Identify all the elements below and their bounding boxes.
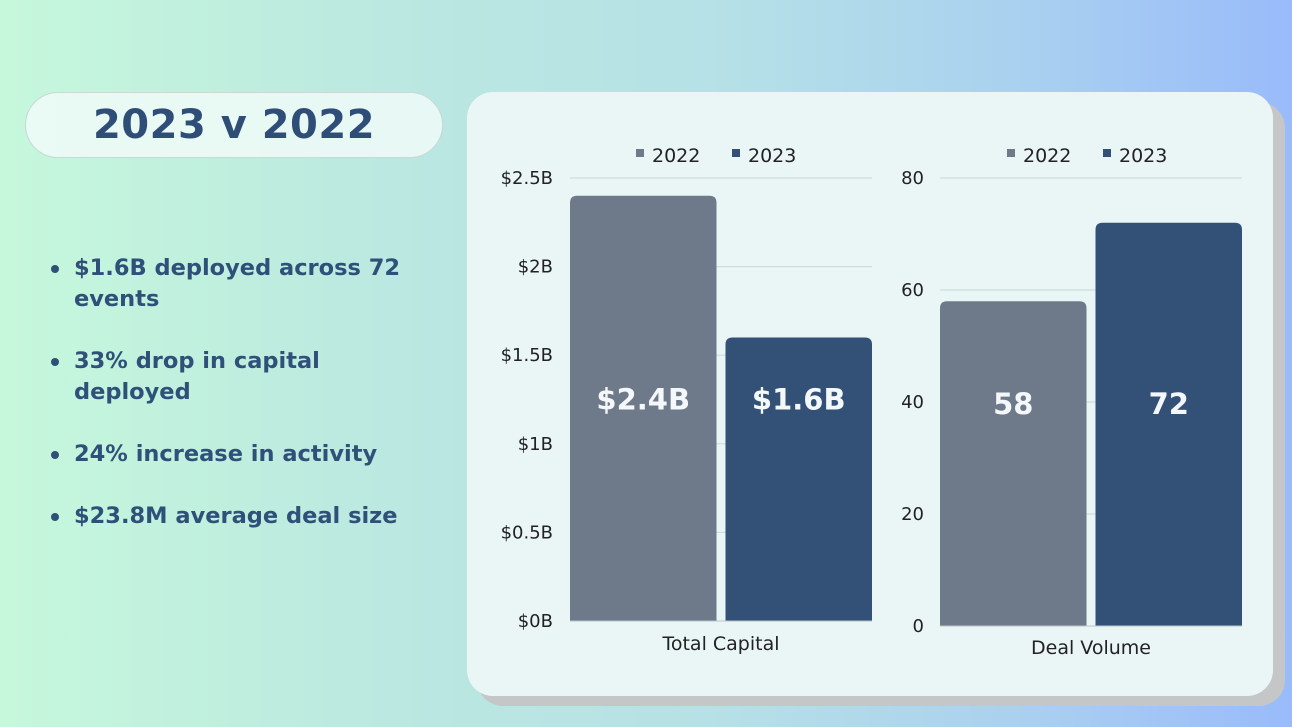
- y-tick-label: $2B: [518, 257, 553, 278]
- legend-label: 2022: [1023, 145, 1071, 167]
- y-tick-label: $0B: [518, 611, 553, 632]
- y-tick-label: $1B: [518, 434, 553, 455]
- y-tick-label: $0.5B: [501, 522, 553, 543]
- bullet-item: $1.6B deployed across 72 events: [50, 253, 450, 315]
- category-label: Deal Volume: [1031, 637, 1151, 659]
- bullet-list: $1.6B deployed across 72 events 33% drop …: [50, 253, 450, 563]
- title-pill: 2023 v 2022: [25, 92, 443, 158]
- y-tick-label: 80: [901, 168, 924, 189]
- y-tick-label: $1.5B: [501, 345, 553, 366]
- data-label: $2.4B: [596, 383, 690, 417]
- legend-swatch-icon: [732, 149, 740, 157]
- bar-2022: [570, 195, 717, 621]
- y-tick-label: $2.5B: [501, 168, 553, 189]
- data-label: 58: [993, 387, 1033, 421]
- bullet-dot-icon: [51, 513, 59, 521]
- y-tick-label: 0: [913, 616, 924, 637]
- slide-title: 2023 v 2022: [92, 102, 376, 148]
- data-label: 72: [1149, 387, 1189, 421]
- legend-swatch-icon: [636, 149, 644, 157]
- bullet-dot-icon: [51, 265, 59, 273]
- y-tick-label: 60: [901, 280, 924, 301]
- bullet-item: 24% increase in activity: [50, 439, 450, 470]
- y-tick-label: 40: [901, 392, 924, 413]
- legend-label: 2022: [652, 145, 700, 167]
- category-label: Total Capital: [661, 633, 779, 655]
- legend-swatch-icon: [1103, 149, 1111, 157]
- legend-label: 2023: [748, 145, 796, 167]
- y-tick-label: 20: [901, 504, 924, 525]
- bullet-item: 33% drop in capital deployed: [50, 346, 450, 408]
- data-label: $1.6B: [752, 383, 846, 417]
- bullet-item: $23.8M average deal size: [50, 501, 450, 532]
- bar-2023: [725, 337, 872, 621]
- bar-2023: [1095, 222, 1242, 627]
- bar-2022: [940, 301, 1087, 626]
- bullet-dot-icon: [51, 451, 59, 459]
- legend-swatch-icon: [1007, 149, 1015, 157]
- legend-label: 2023: [1119, 145, 1167, 167]
- bullet-dot-icon: [51, 358, 59, 366]
